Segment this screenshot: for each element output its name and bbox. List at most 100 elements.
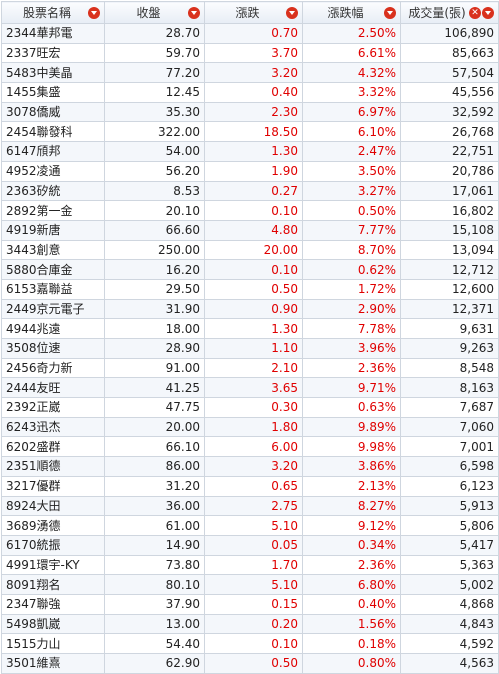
table-row[interactable]: 2351順德 86.00 3.20 3.86% 6,598 — [1, 456, 499, 477]
stock-name-cell[interactable]: 2344華邦電 — [1, 23, 105, 44]
change-pct-cell: 0.40% — [302, 593, 401, 615]
column-header-change-pct[interactable]: 漲跌幅 — [302, 1, 401, 24]
table-row[interactable]: 5880合庫金 16.20 0.10 0.62% 12,712 — [1, 259, 499, 280]
table-row[interactable]: 6202盛群 66.10 6.00 9.98% 7,001 — [1, 436, 499, 458]
change-cell: 3.70 — [204, 42, 303, 64]
table-row[interactable]: 6153嘉聯益 29.50 0.50 1.72% 12,600 — [1, 278, 499, 300]
table-row[interactable]: 2344華邦電 28.70 0.70 2.50% 106,890 — [1, 23, 499, 44]
stock-name-cell[interactable]: 3443創意 — [1, 239, 105, 261]
volume-cell: 7,687 — [400, 397, 499, 418]
change-pct-cell: 6.10% — [302, 121, 401, 143]
stock-name-cell[interactable]: 5498凱崴 — [1, 613, 105, 635]
stock-name-cell[interactable]: 6170統振 — [1, 534, 105, 556]
stock-name-cell[interactable]: 2392正崴 — [1, 397, 105, 418]
change-cell: 0.90 — [204, 298, 303, 320]
stock-name-cell[interactable]: 3078僑威 — [1, 101, 105, 123]
change-cell: 2.75 — [204, 495, 303, 517]
stock-name-cell[interactable]: 3217優群 — [1, 475, 105, 497]
table-row[interactable]: 6147頎邦 54.00 1.30 2.47% 22,751 — [1, 141, 499, 162]
change-cell: 0.65 — [204, 475, 303, 497]
close-price-cell: 20.10 — [104, 200, 205, 221]
table-row[interactable]: 2449京元電子 31.90 0.90 2.90% 12,371 — [1, 298, 499, 320]
stock-name-cell[interactable]: 6153嘉聯益 — [1, 278, 105, 300]
volume-cell: 6,123 — [400, 475, 499, 497]
table-row[interactable]: 4944兆遠 18.00 1.30 7.78% 9,631 — [1, 318, 499, 339]
column-header-volume[interactable]: 成交量(張) ✕ — [400, 1, 499, 24]
stock-name-cell[interactable]: 2347聯強 — [1, 593, 105, 615]
stock-name-cell[interactable]: 1455集盛 — [1, 82, 105, 103]
table-row[interactable]: 6243迅杰 20.00 1.80 9.89% 7,060 — [1, 416, 499, 438]
change-cell: 0.30 — [204, 397, 303, 418]
table-row[interactable]: 2392正崴 47.75 0.30 0.63% 7,687 — [1, 397, 499, 418]
table-row[interactable]: 3501維熹 62.90 0.50 0.80% 4,563 — [1, 653, 499, 674]
stock-name-cell[interactable]: 5483中美晶 — [1, 62, 105, 84]
column-header-name[interactable]: 股票名稱 — [1, 1, 105, 24]
sort-down-icon[interactable] — [88, 6, 100, 19]
stock-name-cell[interactable]: 4919新唐 — [1, 219, 105, 241]
change-pct-cell: 2.13% — [302, 475, 401, 497]
table-row[interactable]: 2444友旺 41.25 3.65 9.71% 8,163 — [1, 377, 499, 399]
stock-name-cell[interactable]: 2444友旺 — [1, 377, 105, 399]
stock-name-cell[interactable]: 2892第一金 — [1, 200, 105, 221]
sort-down-icon[interactable] — [482, 6, 494, 19]
stock-name-cell[interactable]: 6147頎邦 — [1, 141, 105, 162]
change-pct-cell: 1.56% — [302, 613, 401, 635]
stock-name-cell[interactable]: 4952凌通 — [1, 160, 105, 182]
table-row[interactable]: 2347聯強 37.90 0.15 0.40% 4,868 — [1, 593, 499, 615]
stock-name-cell[interactable]: 3689湧德 — [1, 515, 105, 536]
stock-name-cell[interactable]: 2456奇力新 — [1, 357, 105, 379]
stock-name-cell[interactable]: 2337旺宏 — [1, 42, 105, 64]
table-row[interactable]: 2337旺宏 59.70 3.70 6.61% 85,663 — [1, 42, 499, 64]
table-row[interactable]: 1455集盛 12.45 0.40 3.32% 45,556 — [1, 82, 499, 103]
change-pct-cell: 7.78% — [302, 318, 401, 339]
table-row[interactable]: 3078僑威 35.30 2.30 6.97% 32,592 — [1, 101, 499, 123]
stock-name-cell[interactable]: 3501維熹 — [1, 653, 105, 674]
column-header-change[interactable]: 漲跌 — [204, 1, 303, 24]
change-cell: 0.40 — [204, 82, 303, 103]
change-pct-cell: 2.36% — [302, 357, 401, 379]
stock-name-cell[interactable]: 1515力山 — [1, 633, 105, 654]
table-row[interactable]: 5483中美晶 77.20 3.20 4.32% 57,504 — [1, 62, 499, 84]
table-row[interactable]: 2456奇力新 91.00 2.10 2.36% 8,548 — [1, 357, 499, 379]
table-row[interactable]: 2363矽統 8.53 0.27 3.27% 17,061 — [1, 180, 499, 202]
change-cell: 5.10 — [204, 515, 303, 536]
close-icon[interactable]: ✕ — [469, 6, 481, 19]
stock-name-cell[interactable]: 2449京元電子 — [1, 298, 105, 320]
table-row[interactable]: 8091翔名 80.10 5.10 6.80% 5,002 — [1, 574, 499, 595]
stock-name-cell[interactable]: 6202盛群 — [1, 436, 105, 458]
column-header-close[interactable]: 收盤 — [104, 1, 205, 24]
table-row[interactable]: 2454聯發科 322.00 18.50 6.10% 26,768 — [1, 121, 499, 143]
table-row[interactable]: 4991環宇-KY 73.80 1.70 2.36% 5,363 — [1, 554, 499, 576]
stock-name-cell[interactable]: 2351順德 — [1, 456, 105, 477]
table-row[interactable]: 5498凱崴 13.00 0.20 1.56% 4,843 — [1, 613, 499, 635]
stock-name-cell[interactable]: 6243迅杰 — [1, 416, 105, 438]
stock-name-cell[interactable]: 5880合庫金 — [1, 259, 105, 280]
close-price-cell: 28.90 — [104, 338, 205, 359]
table-row[interactable]: 8924大田 36.00 2.75 8.27% 5,913 — [1, 495, 499, 517]
table-row[interactable]: 3217優群 31.20 0.65 2.13% 6,123 — [1, 475, 499, 497]
sort-down-icon[interactable] — [286, 6, 298, 19]
change-cell: 1.10 — [204, 338, 303, 359]
table-row[interactable]: 3443創意 250.00 20.00 8.70% 13,094 — [1, 239, 499, 261]
stock-name-cell[interactable]: 2363矽統 — [1, 180, 105, 202]
table-row[interactable]: 6170統振 14.90 0.05 0.34% 5,417 — [1, 534, 499, 556]
volume-cell: 5,002 — [400, 574, 499, 595]
close-price-cell: 91.00 — [104, 357, 205, 379]
stock-name-cell[interactable]: 8924大田 — [1, 495, 105, 517]
table-row[interactable]: 3689湧德 61.00 5.10 9.12% 5,806 — [1, 515, 499, 536]
stock-name-cell[interactable]: 8091翔名 — [1, 574, 105, 595]
sort-down-icon[interactable] — [384, 6, 396, 19]
stock-name-cell[interactable]: 3508位速 — [1, 338, 105, 359]
change-cell: 18.50 — [204, 121, 303, 143]
sort-down-icon[interactable] — [188, 6, 200, 19]
table-row[interactable]: 3508位速 28.90 1.10 3.96% 9,263 — [1, 338, 499, 359]
table-row[interactable]: 2892第一金 20.10 0.10 0.50% 16,802 — [1, 200, 499, 221]
table-row[interactable]: 4952凌通 56.20 1.90 3.50% 20,786 — [1, 160, 499, 182]
table-row[interactable]: 4919新唐 66.60 4.80 7.77% 15,108 — [1, 219, 499, 241]
table-row[interactable]: 1515力山 54.40 0.10 0.18% 4,592 — [1, 633, 499, 654]
volume-cell: 26,768 — [400, 121, 499, 143]
stock-name-cell[interactable]: 2454聯發科 — [1, 121, 105, 143]
volume-cell: 4,843 — [400, 613, 499, 635]
stock-name-cell[interactable]: 4944兆遠 — [1, 318, 105, 339]
stock-name-cell[interactable]: 4991環宇-KY — [1, 554, 105, 576]
